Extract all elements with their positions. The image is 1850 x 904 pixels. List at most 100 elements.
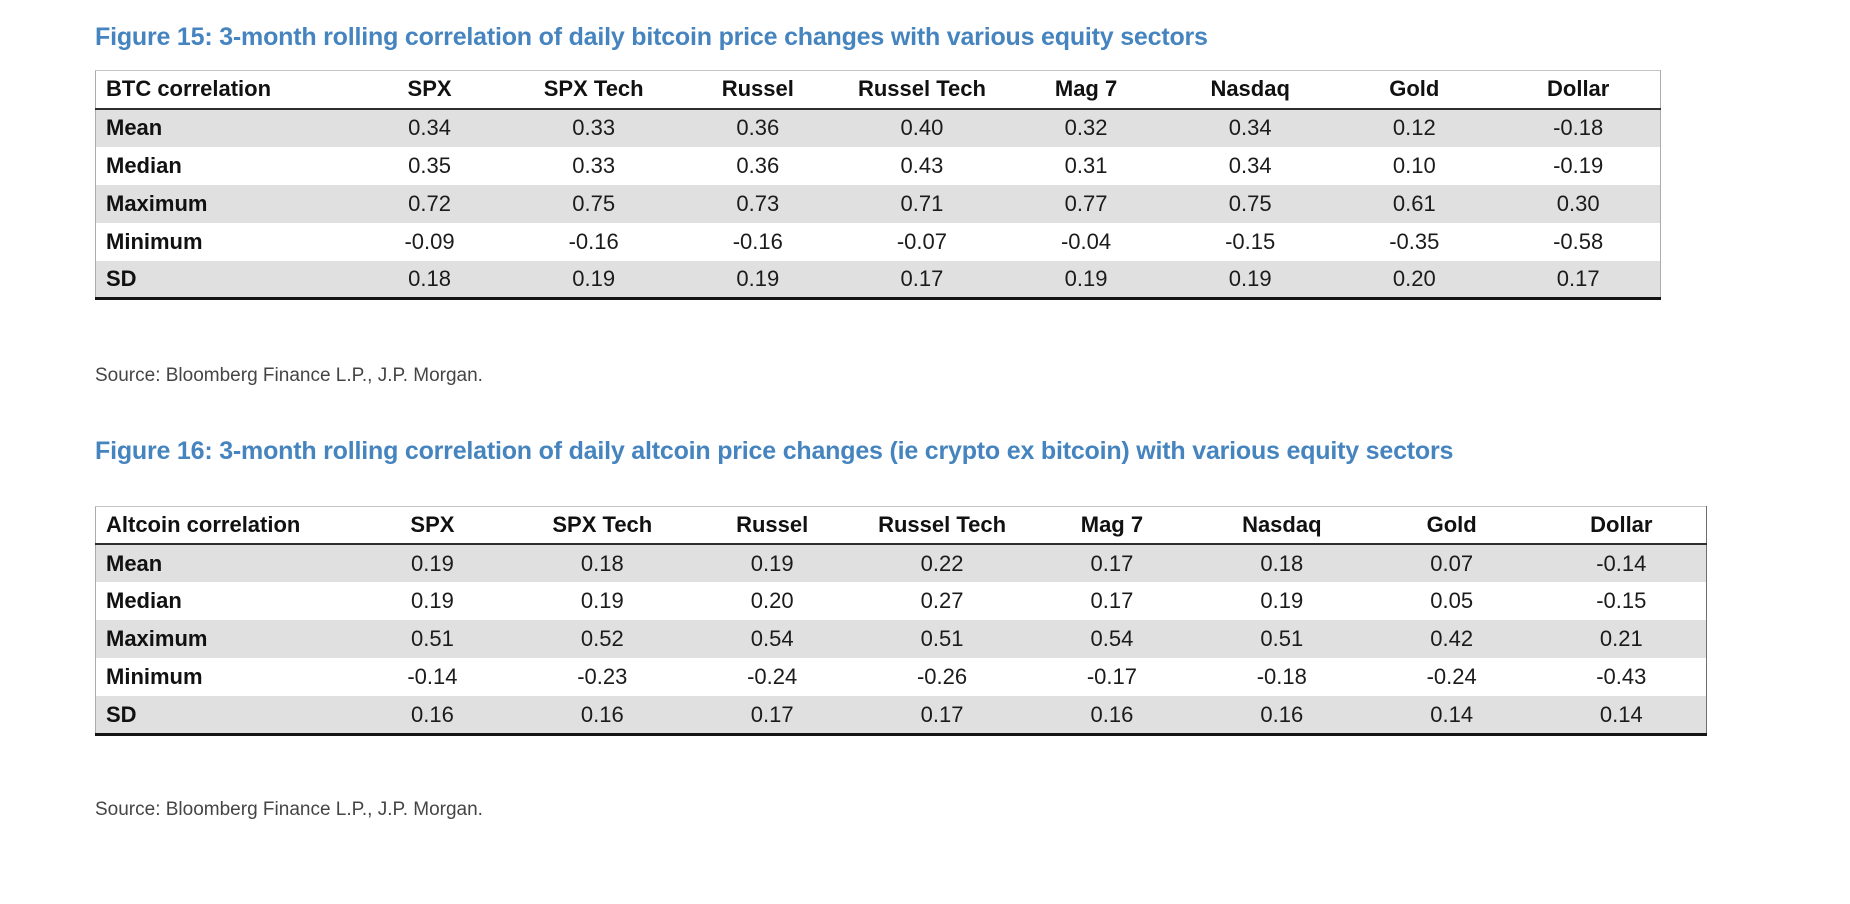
table-cell: 0.42 <box>1430 626 1474 652</box>
table-cell: 0.10 <box>1392 152 1436 178</box>
table-cell: 0.20 <box>750 588 794 614</box>
table-title-header: Altcoin correlation <box>106 512 301 537</box>
table-cell: 0.54 <box>1090 626 1134 652</box>
table-cell: 0.31 <box>1064 152 1108 178</box>
table-cell: -0.58 <box>1553 228 1604 254</box>
column-header: Mag 7 <box>1054 76 1118 102</box>
column-header: Dollar <box>1590 512 1653 537</box>
table-row: Median 0.19 0.19 0.20 0.27 0.17 0.19 0.05 -0.15 <box>95 582 1707 621</box>
table-row: Maximum 0.72 0.75 0.73 0.71 0.77 0.75 0.61 0.30 <box>95 184 1661 223</box>
table-cell: 0.19 <box>580 588 624 614</box>
column-header: Russel Tech <box>878 512 1007 537</box>
table-cell: 0.72 <box>408 190 451 216</box>
table-cell: -0.15 <box>1225 228 1276 254</box>
header-row: Altcoin correlation SPX SPX Tech Russel Russ… <box>95 506 1707 545</box>
table-cell: 0.19 <box>736 265 780 291</box>
table-cell: -0.26 <box>916 664 968 690</box>
table-cell: -0.09 <box>404 228 455 254</box>
table-cell: -0.15 <box>1596 588 1647 614</box>
table-cell: 0.20 <box>1392 265 1436 291</box>
row-label: Minimum <box>106 664 203 690</box>
table-cell: 0.51 <box>920 626 964 652</box>
figure-15-section: Figure 15: 3-month rolling correlation o… <box>95 12 1850 388</box>
table-cell: 0.17 <box>750 701 794 727</box>
column-header: Russel <box>721 76 794 102</box>
table-row: SD 0.18 0.19 0.19 0.17 0.19 0.19 0.20 0.17 <box>95 260 1661 299</box>
table-cell: 0.16 <box>1260 701 1304 727</box>
table-cell: -0.43 <box>1596 664 1647 690</box>
table-cell: -0.14 <box>1596 550 1647 576</box>
table-cell: 0.40 <box>900 115 944 140</box>
table-cell: 0.17 <box>1090 550 1134 576</box>
column-header: Russel Tech <box>857 76 986 102</box>
table-cell: 0.16 <box>411 701 454 727</box>
column-header: Nasdaq <box>1242 512 1322 537</box>
table-cell: 0.30 <box>1556 190 1600 216</box>
table-cell: 0.17 <box>1556 265 1600 291</box>
table-title-header: BTC correlation <box>106 76 272 102</box>
table-cell: 0.34 <box>1228 115 1272 140</box>
column-header: Gold <box>1389 76 1440 102</box>
figure-16-title: Figure 16: 3-month rolling correlation o… <box>95 436 1454 465</box>
table-cell: 0.17 <box>1090 588 1134 614</box>
table-cell: 0.05 <box>1430 588 1474 614</box>
table-cell: 0.34 <box>408 115 451 140</box>
row-label: Median <box>106 588 182 614</box>
table-cell: 0.75 <box>1228 190 1272 216</box>
table-cell: 0.36 <box>736 152 780 178</box>
table-cell: 0.07 <box>1430 550 1474 576</box>
table-cell: 0.14 <box>1599 701 1643 727</box>
column-header: SPX <box>407 76 452 102</box>
figure-15-title: Figure 15: 3-month rolling correlation o… <box>95 23 1208 51</box>
column-header: Mag 7 <box>1080 512 1144 537</box>
table-cell: 0.32 <box>1064 115 1108 140</box>
altcoin-correlation-table: Altcoin correlation SPX SPX Tech Russel Russ… <box>95 505 1707 736</box>
table-row: Minimum -0.14 -0.23 -0.24 -0.26 -0.17 -0.18 -0.… <box>95 658 1707 697</box>
figure-16-source-note: Source: Bloomberg Finance L.P., J.P. Mor… <box>95 798 483 820</box>
table-cell: 0.77 <box>1064 190 1108 216</box>
table-cell: 0.18 <box>580 550 624 576</box>
table-cell: 0.19 <box>411 588 454 614</box>
table-cell: -0.16 <box>568 228 619 254</box>
table-cell: -0.23 <box>577 664 628 690</box>
table-row: SD 0.16 0.16 0.17 0.17 0.16 0.16 0.14 0.14 <box>95 696 1707 735</box>
header-row: BTC correlation SPX SPX Tech Russel Russel T… <box>95 70 1661 109</box>
table-cell: 0.19 <box>572 265 616 291</box>
table-cell: 0.51 <box>1260 626 1304 652</box>
row-label: Maximum <box>106 626 208 652</box>
table-row: Minimum -0.09 -0.16 -0.16 -0.07 -0.04 -0.15 -0.… <box>95 222 1661 261</box>
table-cell: -0.24 <box>747 664 798 690</box>
table-cell: 0.19 <box>1064 265 1108 291</box>
table-cell: 0.16 <box>580 701 624 727</box>
column-header: SPX Tech <box>552 512 653 537</box>
row-label: Minimum <box>106 228 203 254</box>
table-cell: -0.04 <box>1060 228 1112 254</box>
table-cell: 0.27 <box>920 588 964 614</box>
table-cell: 0.17 <box>920 701 964 727</box>
btc-correlation-table: BTC correlation SPX SPX Tech Russel Russel T… <box>95 70 1661 300</box>
table-cell: 0.61 <box>1392 190 1436 216</box>
column-header: Gold <box>1426 512 1477 537</box>
table-cell: 0.21 <box>1599 626 1643 652</box>
table-cell: 0.19 <box>750 550 794 576</box>
table-cell: 0.51 <box>411 626 454 652</box>
table-row: Mean 0.34 0.33 0.36 0.40 0.32 0.34 0.12 -0.18 <box>95 108 1661 147</box>
row-label: SD <box>106 701 137 727</box>
table-cell: -0.18 <box>1256 664 1307 690</box>
table-cell: -0.07 <box>896 228 948 254</box>
row-label: Maximum <box>106 190 208 216</box>
table-cell: 0.75 <box>572 190 616 216</box>
table-cell: 0.18 <box>1260 550 1304 576</box>
column-header: Nasdaq <box>1210 76 1290 102</box>
table-cell: 0.12 <box>1392 115 1436 140</box>
column-header: Russel <box>736 512 809 537</box>
table-cell: -0.18 <box>1553 115 1604 140</box>
table-cell: 0.22 <box>920 550 964 576</box>
table-cell: 0.16 <box>1090 701 1134 727</box>
table-cell: 0.18 <box>408 265 451 291</box>
table-cell: -0.14 <box>407 664 458 690</box>
table-cell: 0.33 <box>572 115 616 140</box>
table-cell: 0.14 <box>1430 701 1474 727</box>
table-cell: -0.24 <box>1426 664 1477 690</box>
table-cell: 0.71 <box>900 190 944 216</box>
